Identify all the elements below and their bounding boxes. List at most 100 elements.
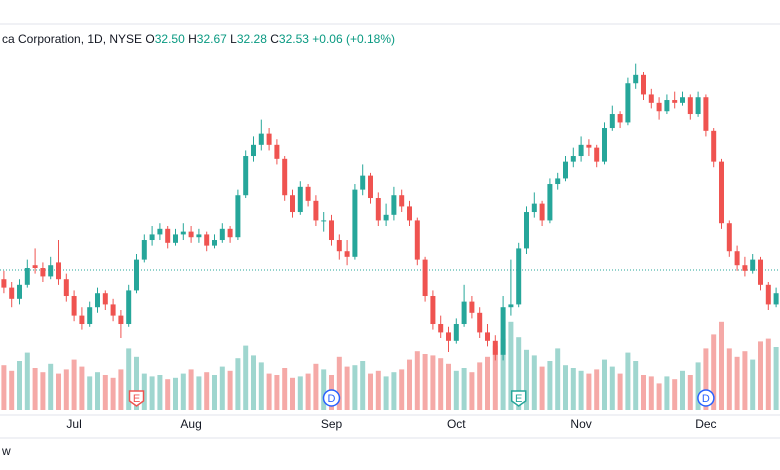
volume-bar xyxy=(282,368,288,410)
candle-body xyxy=(48,265,54,277)
volume-bar xyxy=(383,376,389,410)
candle-body xyxy=(188,231,194,238)
volume-bar xyxy=(391,372,397,410)
volume-bar xyxy=(344,366,350,410)
candle-body xyxy=(243,156,249,196)
candle-body xyxy=(531,203,537,213)
candle-body xyxy=(750,259,756,271)
candle-body xyxy=(469,301,475,313)
candle-body xyxy=(204,234,210,246)
candle-body xyxy=(266,133,272,145)
close-label: C xyxy=(270,32,279,46)
candle-body xyxy=(1,279,7,288)
volume-bar xyxy=(438,358,444,410)
candle-body xyxy=(555,178,561,185)
candle-body xyxy=(563,161,568,179)
volume-bar xyxy=(258,362,264,410)
high-label: H xyxy=(188,32,197,46)
candle-body xyxy=(118,315,124,325)
volume-bar xyxy=(672,379,678,410)
volume-bar xyxy=(180,373,186,410)
candle-body xyxy=(235,195,241,238)
volume-bar xyxy=(765,338,771,410)
volume-bar xyxy=(508,321,514,410)
volume-bar xyxy=(516,337,522,410)
candle-body xyxy=(196,234,202,238)
volume-bar xyxy=(352,365,358,410)
volume-bar xyxy=(102,375,108,410)
volume-bar xyxy=(274,375,280,410)
candle-body xyxy=(79,315,85,325)
candle-body xyxy=(719,161,724,224)
candle-body xyxy=(313,200,319,221)
candle-body xyxy=(633,74,639,84)
candle-body xyxy=(695,97,701,115)
candle-body xyxy=(134,259,139,291)
volume-bar xyxy=(251,355,256,410)
candle-body xyxy=(375,198,381,221)
candle-body xyxy=(63,279,69,297)
volume-bar xyxy=(165,379,171,410)
candle-body xyxy=(734,251,740,266)
volume-bar xyxy=(711,334,717,410)
candle-body xyxy=(422,259,428,297)
candle-body xyxy=(742,265,748,271)
volume-bar xyxy=(469,372,475,410)
volume-bar xyxy=(297,376,303,410)
candle-body xyxy=(56,262,61,280)
candle-body xyxy=(71,296,77,316)
volume-bar xyxy=(118,369,124,410)
candle-body xyxy=(461,301,467,325)
candle-body xyxy=(383,214,389,221)
candle-body xyxy=(274,144,280,159)
volume-bar xyxy=(24,352,30,410)
candle-body xyxy=(687,97,693,115)
volume-bar xyxy=(321,369,327,410)
volume-bar xyxy=(633,361,639,410)
volume-bar xyxy=(149,376,155,410)
candle-body xyxy=(9,287,15,299)
volume-bar xyxy=(578,370,584,410)
candle-body xyxy=(524,212,529,249)
volume-bar xyxy=(360,361,366,410)
volume-bar xyxy=(687,375,693,410)
volume-bar xyxy=(95,372,100,410)
volume-bar xyxy=(742,351,748,410)
volume-bar xyxy=(1,365,7,410)
candle-body xyxy=(149,234,155,241)
event-label: E xyxy=(133,393,140,405)
volume-bar xyxy=(625,352,631,410)
candle-body xyxy=(477,312,483,333)
candle-body xyxy=(516,248,522,305)
volume-bar xyxy=(196,376,202,410)
candle-body xyxy=(399,195,405,207)
candle-body xyxy=(219,228,225,241)
volume-bar xyxy=(656,383,662,410)
candle-body xyxy=(227,228,233,238)
volume-bar xyxy=(734,356,740,410)
low-label: L xyxy=(230,32,237,46)
volume-bar xyxy=(703,348,709,410)
volume-bar xyxy=(453,370,459,410)
volume-bar xyxy=(110,377,116,410)
candle-body xyxy=(570,156,576,162)
volume-bar xyxy=(71,359,77,410)
volume-bar xyxy=(563,365,568,410)
volume-bar xyxy=(40,372,46,410)
volume-bar xyxy=(219,366,225,410)
x-tick-label: Dec xyxy=(695,417,716,431)
open: 32.50 xyxy=(154,32,185,46)
volume-bar xyxy=(594,369,600,410)
volume-bar xyxy=(641,375,646,410)
volume-bar xyxy=(141,373,147,410)
event-label: D xyxy=(702,393,710,405)
candle-body xyxy=(414,220,420,260)
candle-body xyxy=(40,268,46,277)
candle-body xyxy=(297,186,303,213)
volume-bar xyxy=(17,361,22,410)
candle-body xyxy=(110,304,116,316)
volume-bar xyxy=(726,348,732,410)
candle-body xyxy=(438,324,444,333)
candle-body xyxy=(95,293,100,308)
